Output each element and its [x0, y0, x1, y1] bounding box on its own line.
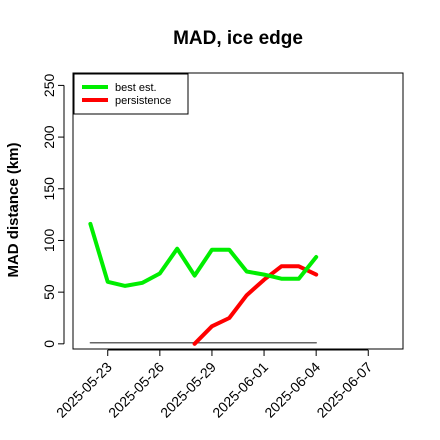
y-tick-label: 100 — [41, 229, 57, 253]
series-layer — [88, 221, 319, 346]
y-tick-label: 50 — [41, 284, 57, 300]
y-tick-label: 150 — [41, 177, 57, 201]
legend-label: persistence — [115, 95, 171, 107]
plot-frame — [72, 72, 404, 350]
y-axis-label: MAD distance (km) — [5, 142, 22, 277]
series-line-persistence — [192, 264, 319, 346]
y-tick-label: 0 — [41, 340, 57, 348]
y-tick-label: 250 — [41, 74, 57, 98]
series-line-best-est- — [88, 221, 319, 288]
y-axis: 0 50 100 150 200 250 — [41, 74, 65, 348]
legend: best est.persistence — [73, 73, 189, 115]
y-tick-label: 200 — [41, 125, 57, 149]
legend-box — [73, 73, 189, 115]
legend-label: best est. — [115, 82, 157, 94]
x-tick-label: 2025-06-07 — [313, 359, 375, 421]
x-axis: 2025-05-232025-05-262025-05-292025-06-01… — [53, 349, 376, 421]
chart-title: MAD, ice edge — [173, 28, 303, 49]
